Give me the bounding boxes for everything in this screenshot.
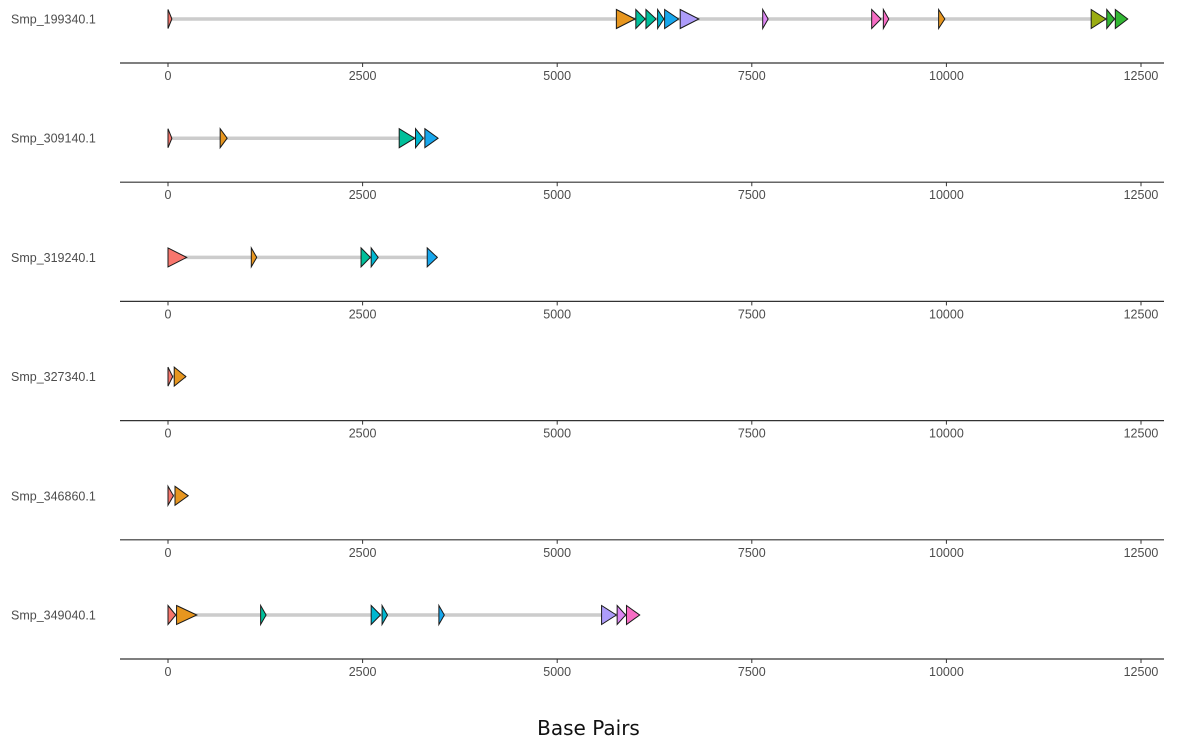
x-tick-label: 0 [165,307,172,321]
domain-arrow-smp-319240-1-2 [250,246,258,269]
x-tick-label: 5000 [543,665,571,679]
domain-arrow-smp-319240-1-4 [370,246,379,269]
domain-arrow-smp-309140-1-1 [167,128,173,148]
gene-label-smp-309140-1: Smp_309140.1 [11,132,96,146]
gene-label-smp-199340-1: Smp_199340.1 [11,13,96,27]
domain-arrow-smp-199340-1-14 [1114,8,1129,30]
domain-arrow-smp-346860-1-1 [167,484,175,508]
x-tick-label: 7500 [738,665,766,679]
x-tick-label: 2500 [349,188,377,202]
domain-arrow-smp-309140-1-4 [415,127,424,150]
x-tick-label: 12500 [1124,427,1159,441]
domain-arrow-smp-199340-1-4 [645,8,657,30]
domain-arrow-smp-349040-1-9 [625,604,641,626]
x-tick-label: 0 [165,427,172,441]
domain-arrow-smp-199340-1-10 [882,7,890,31]
domain-arrow-smp-309140-1-2 [219,127,228,150]
domain-arrow-smp-327340-1-1 [167,366,174,387]
x-tick-label: 0 [165,665,172,679]
gene-label-smp-327340-1: Smp_327340.1 [11,370,96,384]
x-axis-title: Base Pairs [537,716,640,740]
domain-arrow-smp-349040-1-7 [601,604,618,626]
domain-arrow-smp-309140-1-5 [424,127,439,149]
domain-arrow-smp-199340-1-13 [1106,8,1116,30]
domain-arrow-smp-199340-1-9 [871,8,882,30]
domain-arrow-smp-199340-1-2 [615,8,637,30]
x-tick-label: 10000 [929,546,964,560]
gene-label-smp-349040-1: Smp_349040.1 [11,609,96,623]
domain-arrow-smp-199340-1-8 [762,7,769,31]
x-tick-label: 5000 [543,69,571,83]
x-tick-label: 7500 [738,307,766,321]
domain-arrow-smp-346860-1-2 [174,485,190,507]
x-tick-label: 12500 [1124,69,1159,83]
x-tick-label: 5000 [543,188,571,202]
domain-arrow-smp-199340-1-1 [167,9,173,29]
x-tick-label: 0 [165,188,172,202]
domain-arrow-smp-199340-1-6 [664,8,680,30]
x-tick-label: 2500 [349,69,377,83]
domain-arrow-smp-349040-1-6 [438,603,445,627]
x-tick-label: 0 [165,69,172,83]
x-tick-label: 7500 [738,546,766,560]
x-tick-label: 2500 [349,427,377,441]
x-tick-label: 12500 [1124,307,1159,321]
x-tick-label: 2500 [349,665,377,679]
domain-arrow-smp-309140-1-3 [398,127,416,149]
domain-arrow-smp-327340-1-2 [173,366,187,388]
domain-arrow-smp-199340-1-11 [938,7,946,31]
x-tick-label: 0 [165,546,172,560]
domain-arrow-smp-319240-1-5 [426,246,439,269]
x-tick-label: 10000 [929,307,964,321]
x-tick-label: 2500 [349,546,377,560]
x-tick-label: 2500 [349,307,377,321]
x-tick-label: 10000 [929,665,964,679]
domain-arrow-smp-349040-1-5 [381,603,389,627]
x-tick-label: 5000 [543,307,571,321]
domain-arrow-smp-349040-1-3 [260,603,267,627]
x-tick-label: 5000 [543,427,571,441]
x-tick-label: 7500 [738,188,766,202]
x-tick-label: 10000 [929,69,964,83]
x-tick-label: 5000 [543,546,571,560]
x-tick-label: 12500 [1124,546,1159,560]
x-tick-label: 7500 [738,69,766,83]
x-tick-label: 12500 [1124,188,1159,202]
domain-arrow-smp-349040-1-8 [616,604,627,626]
x-tick-label: 12500 [1124,665,1159,679]
domain-arrow-smp-199340-1-12 [1090,8,1107,30]
gene-label-smp-346860-1: Smp_346860.1 [11,489,96,503]
x-tick-label: 10000 [929,427,964,441]
x-tick-label: 10000 [929,188,964,202]
domain-arrow-smp-349040-1-2 [176,604,198,626]
gene-label-smp-319240-1: Smp_319240.1 [11,251,96,265]
domain-arrow-smp-319240-1-3 [360,246,372,269]
domain-arrow-smp-199340-1-7 [679,8,700,30]
domain-arrow-smp-199340-1-5 [657,7,665,31]
domain-arrow-smp-349040-1-4 [370,604,382,626]
domain-arrow-smp-349040-1-1 [167,604,177,626]
x-tick-label: 7500 [738,427,766,441]
domain-arrow-smp-199340-1-3 [635,8,646,30]
domain-arrow-smp-319240-1-1 [167,247,188,268]
